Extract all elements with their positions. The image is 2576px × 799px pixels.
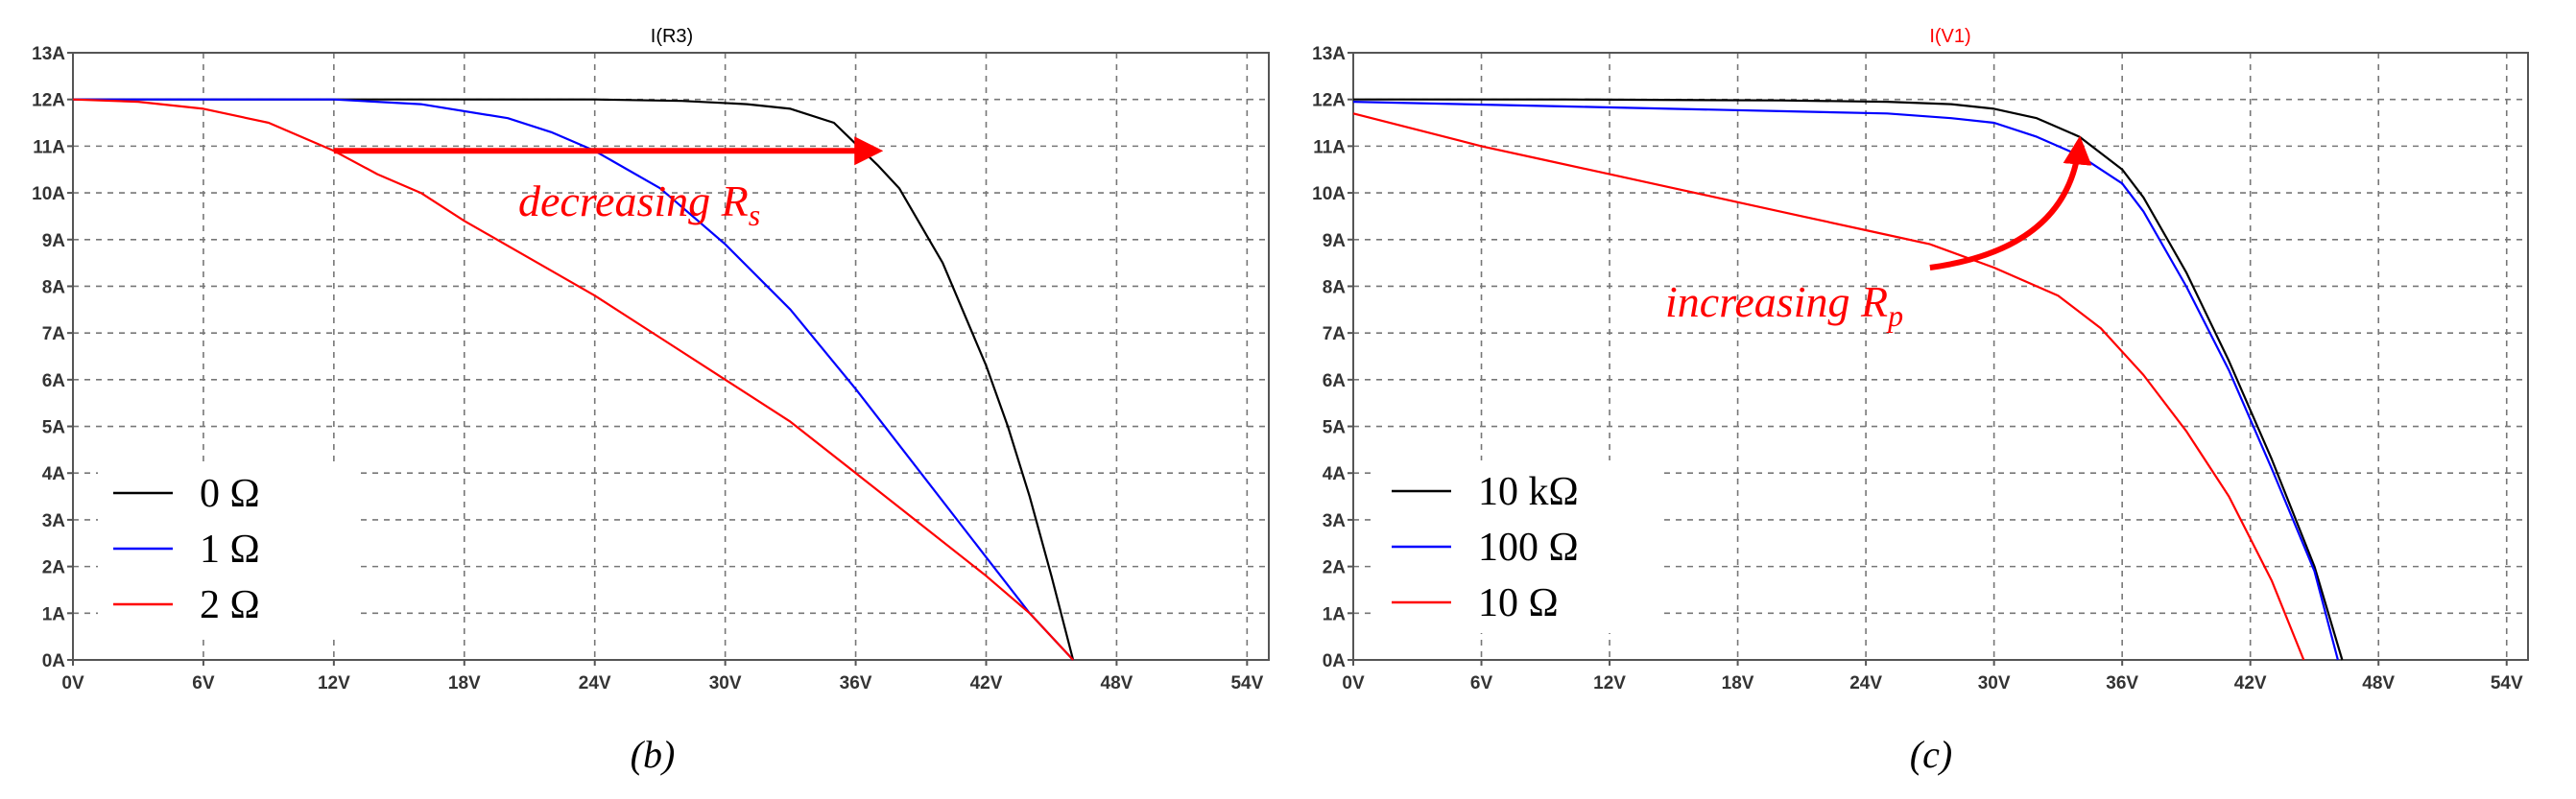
plot-frame xyxy=(72,52,1270,661)
y-tick-label: 0A xyxy=(1323,651,1347,671)
y-tick-label: 4A xyxy=(42,464,66,484)
x-tick-label: 36V xyxy=(840,673,872,693)
x-tick-label: 12V xyxy=(1593,673,1626,693)
y-tick-label: 12A xyxy=(1312,91,1346,111)
chart-b: I(R3) 0V 6V 12V 18V 24V 30V 36V 42V 48V 54V 0A 1A 2A 3… xyxy=(32,26,1270,776)
y-tick-label: 10A xyxy=(1312,184,1346,204)
x-tick-label: 18V xyxy=(1722,673,1754,693)
x-tick-label: 24V xyxy=(1849,673,1882,693)
y-tick-label: 2A xyxy=(42,558,66,578)
x-tick-label: 54V xyxy=(2491,673,2523,693)
y-tick-label: 7A xyxy=(1323,324,1347,344)
x-tick-label: 12V xyxy=(318,673,350,693)
x-tick-label: 0V xyxy=(61,673,84,693)
legend-label-0: 10 kΩ xyxy=(1478,470,1579,514)
chart-caption: (b) xyxy=(631,733,676,776)
y-tick-label: 12A xyxy=(32,91,65,111)
y-tick-label: 5A xyxy=(1323,418,1347,438)
x-tick-label: 30V xyxy=(709,673,742,693)
series-line-2 xyxy=(72,98,1074,661)
x-tick-label: 36V xyxy=(2106,673,2138,693)
legend-label-1: 100 Ω xyxy=(1478,526,1579,570)
series-line-2 xyxy=(1352,112,2305,661)
y-tick-label: 6A xyxy=(1323,371,1347,391)
y-tick-label: 8A xyxy=(42,277,66,297)
y-tick-label: 10A xyxy=(32,184,65,204)
chart-title: I(V1) xyxy=(1929,26,1970,47)
x-tick-label: 6V xyxy=(192,673,215,693)
series-line-1 xyxy=(73,98,1074,661)
annotation-arrow xyxy=(1929,135,2092,270)
y-tick-label: 4A xyxy=(1323,464,1347,484)
y-tick-label: 8A xyxy=(1323,277,1347,297)
x-tick-label: 0V xyxy=(1342,673,1365,693)
x-tick-label: 48V xyxy=(1101,673,1133,693)
legend-label-0: 0 Ω xyxy=(200,472,260,516)
x-tick-label: 48V xyxy=(2362,673,2395,693)
annotation-text: decreasing Rs xyxy=(518,176,760,232)
x-tick-label: 42V xyxy=(2234,673,2267,693)
x-tick-label: 42V xyxy=(970,673,1003,693)
y-tick-label: 7A xyxy=(42,324,66,344)
y-tick-label: 11A xyxy=(1313,137,1346,157)
y-tick-label: 9A xyxy=(1323,231,1347,251)
legend-label-2: 2 Ω xyxy=(200,583,260,627)
plot-frame xyxy=(1352,52,2529,661)
y-tick-label: 3A xyxy=(1323,511,1347,531)
x-tick-label: 24V xyxy=(579,673,611,693)
y-tick-label: 6A xyxy=(42,371,66,391)
chart-c: I(V1) 0V 6V 12V 18V 24V 30V 36V 42V 48V 54V 0A 1A 2A 3… xyxy=(1312,26,2529,776)
y-tick-label: 0A xyxy=(42,651,66,671)
legend-label-1: 1 Ω xyxy=(200,528,260,572)
y-tick-label: 5A xyxy=(42,418,66,438)
y-tick-label: 13A xyxy=(1312,44,1346,64)
chart-caption: (c) xyxy=(1910,733,1952,776)
x-tick-label: 30V xyxy=(1978,673,2011,693)
legend-label-2: 10 Ω xyxy=(1478,581,1559,625)
y-tick-label: 1A xyxy=(42,604,66,624)
y-tick-label: 11A xyxy=(33,137,65,157)
y-tick-label: 13A xyxy=(32,44,65,64)
y-tick-label: 1A xyxy=(1323,604,1347,624)
x-tick-label: 18V xyxy=(448,673,481,693)
annotation-text: increasing Rp xyxy=(1665,277,1903,333)
y-tick-label: 9A xyxy=(42,231,66,251)
y-tick-label: 3A xyxy=(42,511,66,531)
x-tick-label: 6V xyxy=(1470,673,1493,693)
x-tick-label: 54V xyxy=(1230,673,1263,693)
chart-title: I(R3) xyxy=(651,26,693,47)
y-tick-label: 2A xyxy=(1323,558,1347,578)
